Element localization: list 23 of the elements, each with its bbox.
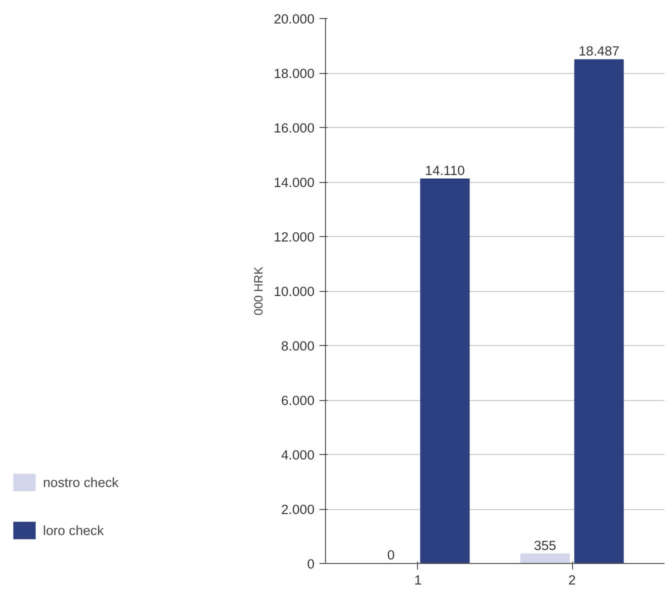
bar xyxy=(574,59,624,564)
y-tick-label: 6.000 xyxy=(281,393,315,408)
y-axis-title: 000 HRK xyxy=(252,266,266,316)
data-label: 18.487 xyxy=(578,44,620,59)
y-tick-label: 2.000 xyxy=(281,502,315,517)
x-tick-label: 1 xyxy=(414,572,422,588)
y-tick-label: 12.000 xyxy=(274,230,314,244)
y-tick-label: 20.000 xyxy=(274,12,314,26)
y-tick-label: 14.000 xyxy=(274,175,314,190)
bar xyxy=(420,178,470,564)
y-tick-label: 0 xyxy=(307,556,315,572)
y-tick-label: 16.000 xyxy=(274,120,314,136)
y-tick-label: 10.000 xyxy=(274,284,314,299)
data-label: 355 xyxy=(534,538,556,553)
legend-label: loro check xyxy=(43,522,104,538)
x-tick-label: 2 xyxy=(568,572,576,588)
y-tick-label: 18.000 xyxy=(274,66,314,81)
legend-label: nostro check xyxy=(43,474,119,490)
y-tick-label: 8.000 xyxy=(281,338,315,354)
data-label: 14.110 xyxy=(425,163,465,178)
y-tick-label: 4.000 xyxy=(281,448,315,462)
bar xyxy=(520,553,570,564)
data-label: 0 xyxy=(387,548,395,562)
